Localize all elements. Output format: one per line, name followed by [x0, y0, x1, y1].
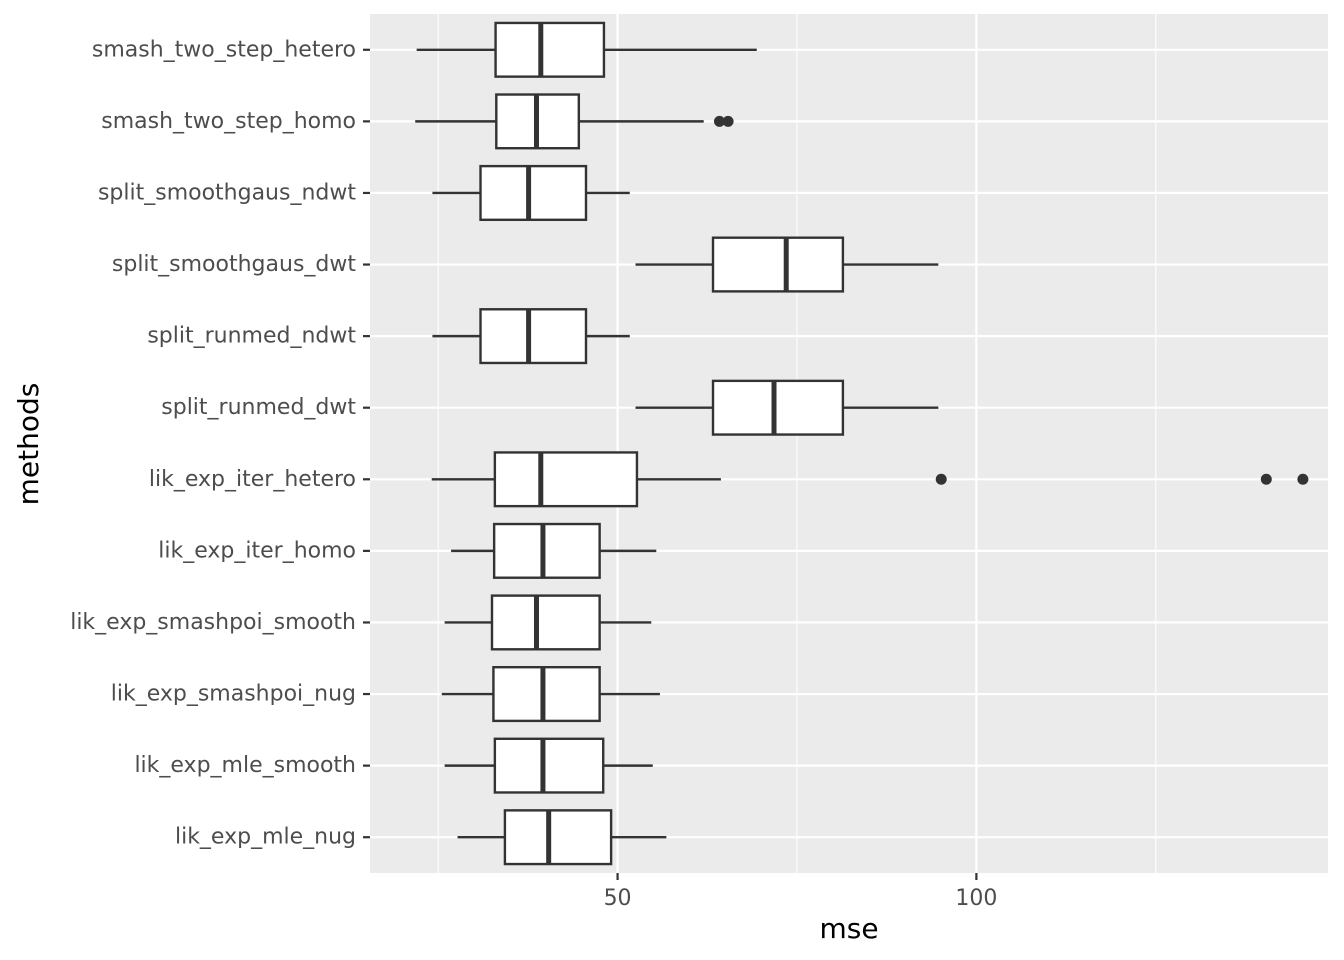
box-6 [493, 451, 639, 508]
y-axis-title: methods [12, 383, 45, 506]
box-8 [490, 594, 601, 651]
box-group-8 [444, 594, 652, 651]
box-group-2 [432, 164, 630, 222]
box-3 [711, 236, 845, 293]
box-9 [492, 665, 601, 723]
y-tick-label-1: smash_two_step_homo [101, 109, 356, 134]
x-axis-title: mse [819, 912, 878, 945]
x-tick-label-1: 100 [955, 886, 997, 911]
y-tick-label-7: lik_exp_iter_homo [158, 538, 356, 563]
box-11 [503, 809, 613, 866]
y-axis: smash_two_step_hetero smash_two_step_homo… [70, 37, 370, 850]
y-tick-label-4: split_runmed_ndwt [147, 324, 356, 349]
outlier-6-2 [1297, 473, 1309, 485]
outlier-1-1 [722, 115, 734, 127]
outlier-6-0 [935, 473, 947, 485]
box-group-7 [451, 522, 657, 579]
y-tick-label-5: split_runmed_dwt [161, 395, 356, 420]
box-0 [494, 21, 606, 78]
y-tick-label-8: lik_exp_smashpoi_smooth [70, 610, 356, 635]
outlier-6-1 [1260, 473, 1272, 485]
box-group-11 [457, 809, 667, 866]
box-group-10 [444, 737, 653, 794]
box-group-5 [635, 379, 939, 436]
box-5 [711, 379, 845, 436]
box-series [415, 21, 1309, 866]
box-2 [479, 164, 588, 222]
outlier-1-0 [713, 115, 725, 127]
box-7 [492, 522, 601, 579]
plot-panel [370, 14, 1328, 873]
box-group-3 [635, 236, 939, 293]
box-group-6 [431, 451, 1309, 508]
y-tick-label-2: split_smoothgaus_ndwt [98, 180, 356, 205]
box-4 [479, 308, 588, 365]
box-group-9 [441, 665, 660, 723]
y-tick-label-11: lik_exp_mle_nug [175, 825, 356, 850]
box-group-1 [415, 93, 734, 150]
box-group-4 [432, 308, 630, 365]
x-tick-label-0: 50 [604, 886, 632, 911]
box-10 [493, 737, 605, 794]
y-tick-label-0: smash_two_step_hetero [92, 37, 356, 62]
x-axis: 50 100 [604, 873, 997, 911]
y-tick-label-10: lik_exp_mle_smooth [134, 753, 356, 778]
y-tick-label-6: lik_exp_iter_hetero [149, 467, 356, 492]
box-group-0 [416, 21, 757, 78]
y-tick-label-3: split_smoothgaus_dwt [112, 252, 356, 277]
y-tick-label-9: lik_exp_smashpoi_nug [111, 682, 356, 707]
